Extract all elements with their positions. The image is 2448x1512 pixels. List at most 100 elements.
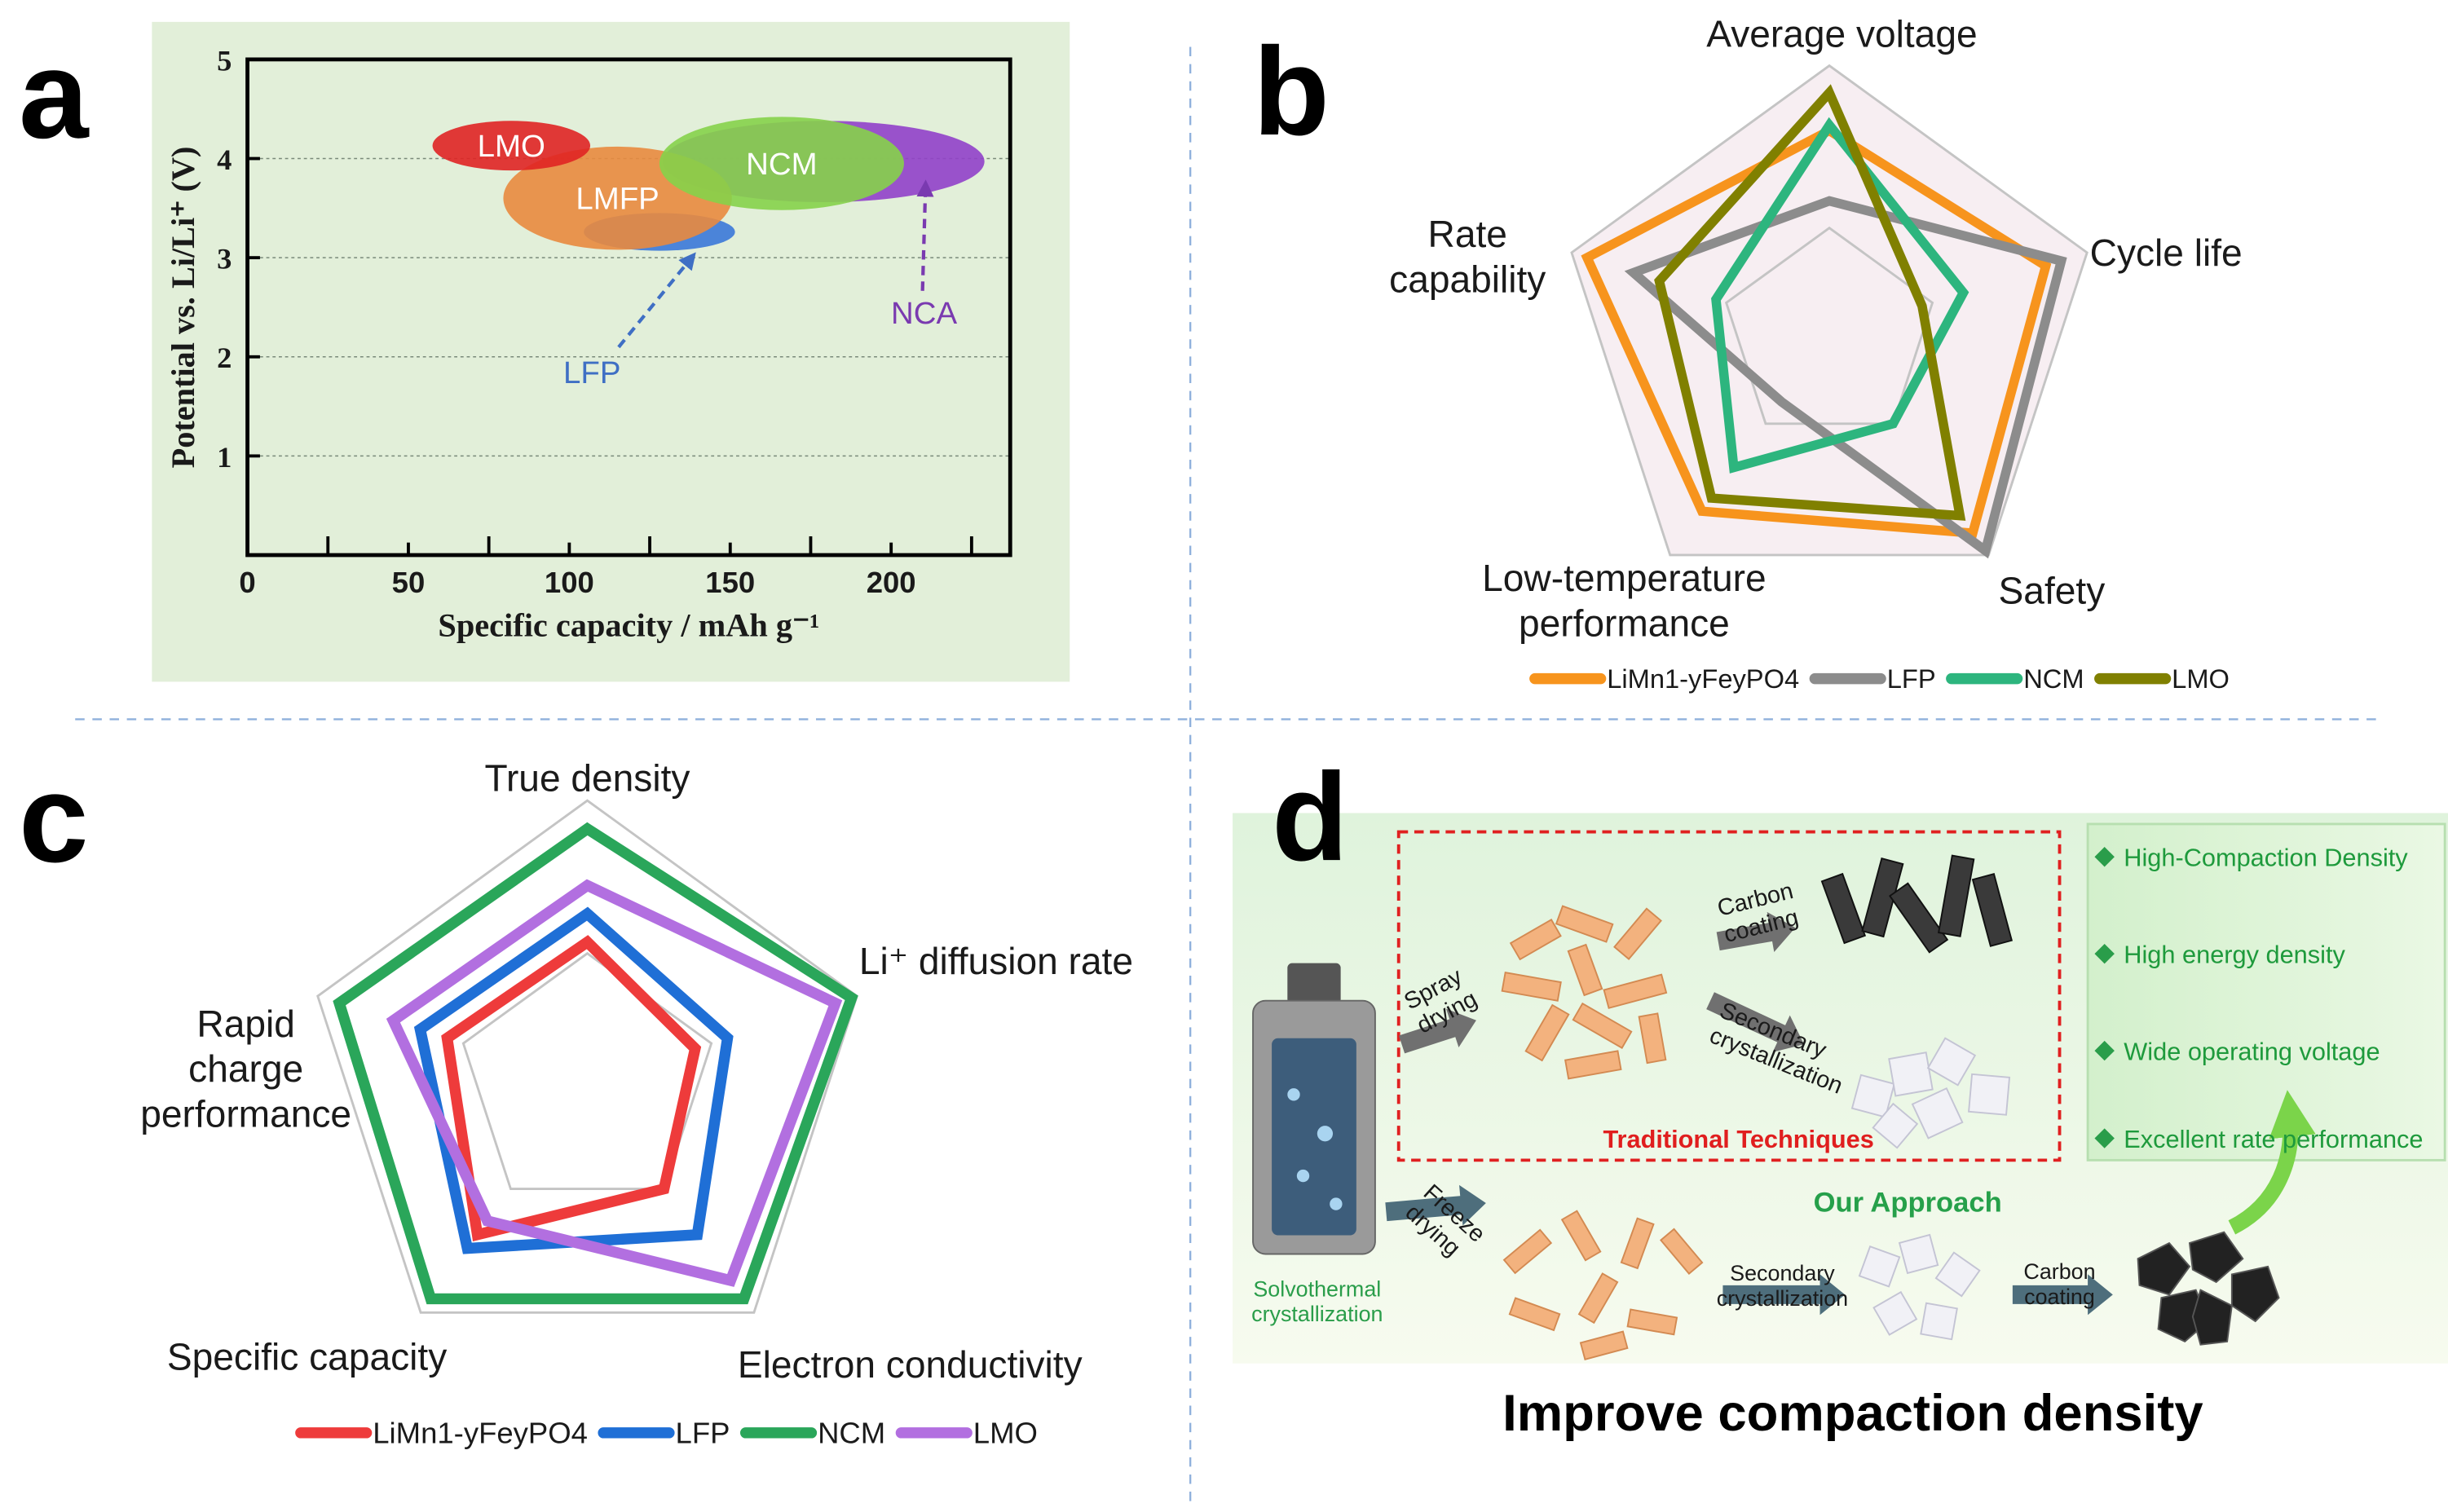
polyhedron (2188, 1231, 2244, 1284)
particle (1564, 1050, 1622, 1080)
panel-label: a (19, 24, 90, 165)
section-title: Our Approach (1814, 1188, 2002, 1219)
plot-frame (245, 57, 1012, 558)
panel-label: c (19, 748, 88, 888)
x-tick-label: 200 (867, 566, 916, 599)
particle (1579, 1330, 1629, 1360)
label-line: crystallization (1717, 1286, 1848, 1311)
axis-label: Low-temperature performance (1482, 557, 1766, 644)
arrow (1722, 1274, 1846, 1316)
radar-line (333, 822, 858, 1305)
caption: Improve compaction density (1502, 1385, 2203, 1442)
cube (1911, 1087, 1964, 1140)
cube (1888, 1051, 1934, 1097)
label-line: Solvothermal (1253, 1276, 1381, 1301)
cube (1858, 1245, 1901, 1288)
particles (1501, 905, 1668, 1080)
axis-label: Li⁺ diffusion rate (859, 940, 1133, 982)
panel-label: d (1272, 747, 1348, 887)
axis-label: Rapid charge performance (140, 1003, 351, 1135)
arrow (1716, 911, 1796, 953)
cube (1926, 1037, 1977, 1087)
axis-label: True density (485, 757, 690, 800)
label-line: Rapid (196, 1003, 294, 1045)
particle (1613, 907, 1662, 960)
particle (1555, 905, 1614, 943)
particle (1560, 1210, 1602, 1262)
label-line: capability (1389, 258, 1546, 300)
particle (1638, 1012, 1667, 1065)
rod (1938, 854, 1975, 937)
label-line: Low-temperature (1482, 557, 1766, 599)
y-axis-label: Potential vs. Li/Li⁺ (V) (165, 147, 201, 469)
cube (1934, 1251, 1981, 1298)
rod (1888, 882, 1949, 954)
region-label: LMFP (576, 182, 659, 217)
cube (1850, 1073, 1895, 1118)
label-line: performance (1519, 602, 1730, 644)
grid-ring (461, 951, 713, 1191)
carbon-rods (1820, 854, 2014, 954)
y-tick-label: 4 (217, 143, 232, 176)
bullets (2094, 847, 2115, 1148)
legend-label: NCM (818, 1417, 885, 1450)
panel-d (1233, 813, 2448, 1364)
grid-ring (1570, 64, 2089, 557)
polyhedron (2230, 1265, 2280, 1323)
legend-label: NCM (2023, 663, 2084, 694)
rod (1820, 872, 1867, 945)
particles (1502, 1210, 1704, 1360)
axis-label: Cycle life (2090, 231, 2243, 274)
y-tick-label: 3 (217, 243, 232, 276)
arrow (1385, 1184, 1486, 1226)
label-line: crystallization (1251, 1302, 1383, 1326)
carbon-particles (2137, 1231, 2280, 1346)
axis-label: Average voltage (1706, 13, 1977, 55)
bullet (2094, 1128, 2115, 1148)
label-line: Rate (1428, 213, 1507, 255)
x-tick-label: 150 (705, 566, 755, 599)
label-line: charge (188, 1047, 303, 1090)
region-label: NCM (746, 147, 817, 182)
panel-label: b (1253, 21, 1330, 161)
advantage-item: High-Compaction Density (2124, 844, 2408, 872)
x-tick-label: 0 (239, 566, 255, 599)
particle (1572, 1002, 1633, 1049)
label-line: Carbon (2023, 1259, 2095, 1284)
label-line: Secondary (1730, 1261, 1835, 1285)
axis-label: Electron conductivity (738, 1343, 1083, 1386)
legend-label: LiMn1-yFeyPO4 (1607, 663, 1799, 694)
advantage-item: Wide operating voltage (2124, 1038, 2380, 1066)
radar-line (1624, 196, 2067, 559)
particle (1620, 1217, 1655, 1270)
particle (1626, 1308, 1678, 1336)
advantage-item: High energy density (2124, 941, 2345, 969)
secondary-particles (1858, 1233, 1981, 1341)
particle (1524, 1003, 1570, 1062)
grid-ring (316, 799, 858, 1314)
radar-line (1711, 117, 1969, 474)
step-label: Solvothermal crystallization (1251, 1276, 1383, 1326)
cube (1872, 1102, 1919, 1149)
polyhedron (2191, 1289, 2233, 1346)
autoclave-liner (1272, 1038, 1356, 1236)
legend-label: LFP (676, 1417, 730, 1450)
region-label: LMO (478, 129, 545, 164)
improvement-arrow (2228, 1090, 2316, 1235)
secondary-particles (1850, 1037, 2011, 1149)
autoclave-cap (1287, 963, 1341, 1004)
panel-background (152, 21, 1070, 682)
axis-label: Specific capacity (167, 1335, 447, 1378)
arrow (2012, 1274, 2113, 1316)
particle (1509, 918, 1562, 961)
rod (1971, 873, 2014, 947)
bubble (1296, 1169, 1310, 1183)
cube (1898, 1233, 1939, 1275)
y-tick-label: 1 (217, 441, 232, 474)
label-line: performance (140, 1092, 351, 1135)
label-line: coating (2024, 1285, 2095, 1309)
region (659, 117, 904, 210)
